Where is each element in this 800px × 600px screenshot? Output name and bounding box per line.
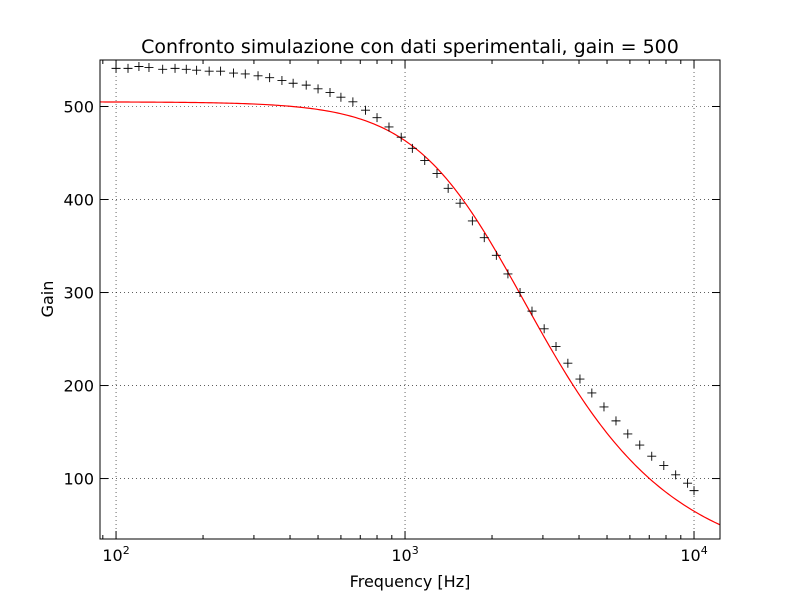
data-point-marker [181, 64, 191, 74]
data-point-marker [372, 113, 382, 123]
data-point-marker [240, 69, 250, 79]
plot-area [100, 62, 720, 526]
simulation-curve [100, 101, 720, 526]
data-point-marker [265, 73, 275, 83]
data-point-marker [467, 216, 477, 226]
x-tick-label: 102 [102, 544, 129, 565]
data-point-marker [432, 168, 442, 178]
data-point-marker [491, 250, 501, 260]
data-point-marker [689, 486, 699, 496]
data-point-marker [587, 388, 597, 398]
data-point-marker [515, 288, 525, 298]
data-point-marker [671, 470, 681, 480]
data-point-marker [229, 68, 239, 78]
data-point-marker [216, 66, 226, 76]
x-tick-label: 104 [680, 544, 707, 565]
data-point-marker [192, 65, 202, 75]
data-point-marker [134, 62, 144, 72]
data-point-marker [288, 78, 298, 88]
data-point-marker [527, 306, 537, 316]
data-point-marker [301, 80, 311, 90]
ticks: 102 103 104 100 200 300 400 500 [63, 60, 720, 565]
data-point-marker [455, 198, 465, 208]
data-point-marker [384, 122, 394, 132]
data-point-marker [539, 324, 549, 334]
data-point-marker [551, 341, 561, 351]
data-point-marker [683, 478, 693, 488]
data-point-marker [325, 88, 335, 98]
x-axis-label: Frequency [Hz] [350, 572, 471, 591]
data-point-marker [348, 97, 358, 107]
data-point-marker [623, 429, 633, 439]
chart-title: Confronto simulazione con dati speriment… [141, 36, 679, 58]
data-point-marker [277, 75, 287, 85]
grid [100, 60, 720, 539]
data-point-marker [361, 105, 371, 115]
data-point-marker [575, 374, 585, 384]
data-point-marker [611, 416, 621, 426]
data-point-marker [313, 84, 323, 94]
data-point-marker [204, 66, 214, 76]
data-point-marker [170, 63, 180, 73]
y-axis-label: Gain [38, 281, 57, 318]
y-tick-label: 400 [63, 191, 94, 210]
data-point-marker [659, 461, 669, 471]
data-point-marker [144, 62, 154, 72]
y-tick-label: 300 [63, 284, 94, 303]
y-tick-label: 500 [63, 98, 94, 117]
data-point-marker [443, 183, 453, 193]
data-point-marker [479, 233, 489, 243]
data-point-marker [336, 92, 346, 102]
data-point-marker [123, 63, 133, 73]
data-point-marker [420, 155, 430, 165]
axes-frame [99, 59, 721, 540]
data-point-marker [599, 402, 609, 412]
data-point-marker [563, 358, 573, 368]
data-point-marker [158, 64, 168, 74]
data-point-marker [396, 132, 406, 142]
x-tick-label: 103 [391, 544, 418, 565]
y-tick-label: 100 [63, 470, 94, 489]
data-point-marker [407, 143, 417, 153]
data-point-marker [647, 451, 657, 461]
data-point-marker [503, 269, 513, 279]
data-point-marker [635, 440, 645, 450]
data-point-marker [253, 71, 263, 81]
y-tick-label: 200 [63, 377, 94, 396]
